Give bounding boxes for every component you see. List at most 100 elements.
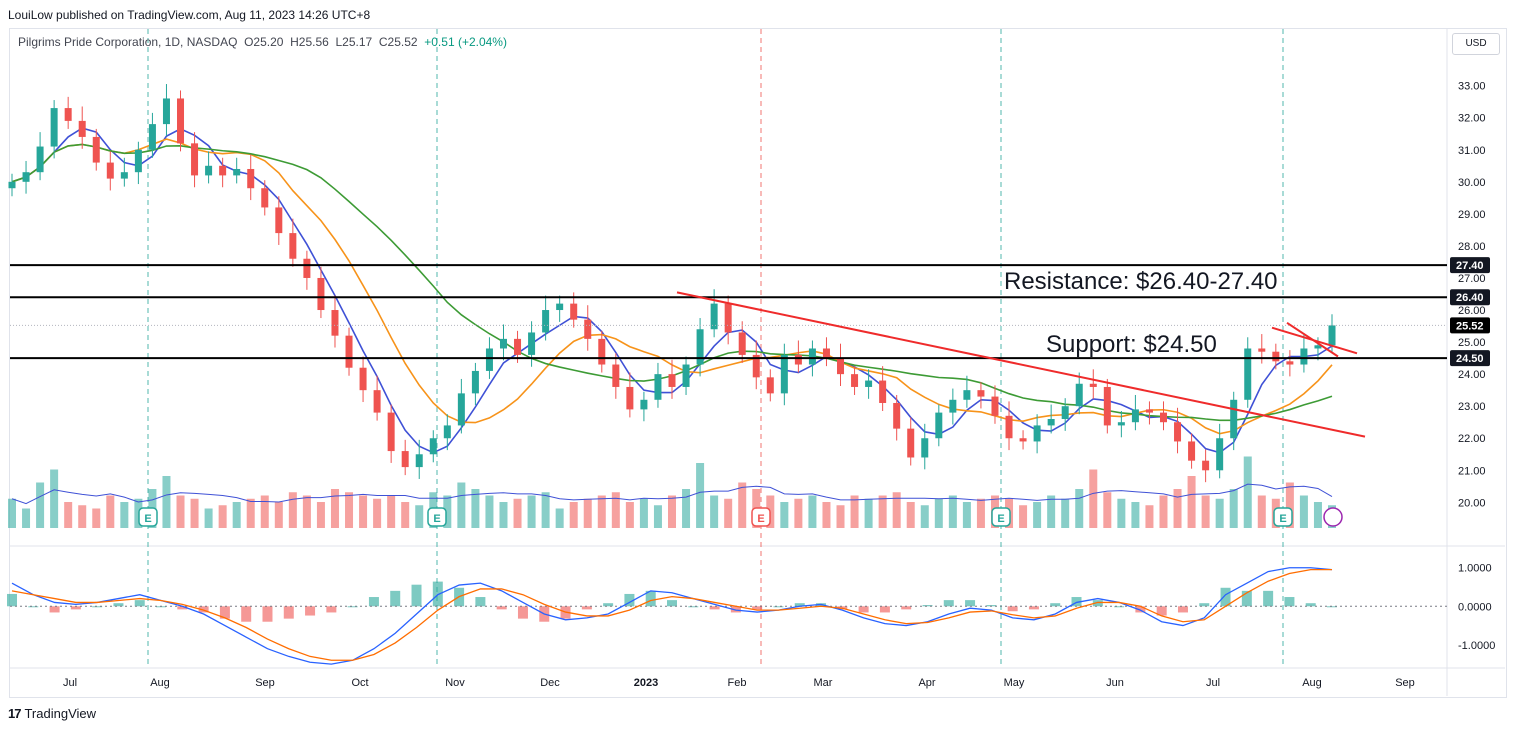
candle-body xyxy=(780,354,788,394)
macd-histogram-bar xyxy=(496,606,507,610)
earnings-marker-label: E xyxy=(997,513,1004,525)
macd-line xyxy=(11,567,1333,665)
volume-bar xyxy=(92,508,101,528)
volume-bar xyxy=(794,498,803,528)
candle-body xyxy=(907,428,915,458)
candle-body xyxy=(359,367,367,391)
candle-body xyxy=(1103,386,1111,426)
candle-body xyxy=(106,162,114,179)
volume-bar xyxy=(513,498,522,528)
currency-button[interactable]: USD xyxy=(1452,33,1500,55)
candle-body xyxy=(696,329,704,365)
volume-bar xyxy=(1103,492,1112,528)
candle-body xyxy=(471,370,479,394)
time-tick-label: Mar xyxy=(814,677,833,689)
volume-bar xyxy=(583,498,592,528)
macd-histogram-bar xyxy=(1007,606,1018,612)
volume-bar xyxy=(22,508,31,528)
candle-body xyxy=(1145,409,1153,413)
price-tick-label: 32.00 xyxy=(1458,113,1486,125)
close-value: C25.52 xyxy=(378,35,418,49)
macd-histogram-bar xyxy=(1092,600,1103,607)
macd-histogram-bar xyxy=(134,600,145,607)
volume-bar xyxy=(625,502,634,528)
candle-body xyxy=(289,233,297,259)
candle-body xyxy=(556,303,564,311)
volume-bar xyxy=(415,505,424,528)
price-pane-bg xyxy=(10,30,1447,528)
macd-histogram-bar xyxy=(475,597,486,607)
macd-histogram-bar xyxy=(283,606,294,619)
price-label: 24.50 xyxy=(1456,353,1484,365)
volume-bar xyxy=(1117,498,1126,528)
volume-bar xyxy=(1313,502,1322,528)
time-axis: Jul Aug Sep Oct Nov Dec 2023 Feb Mar Apr May Jun Jul… xyxy=(63,677,1415,689)
candle-body xyxy=(191,143,199,176)
candle-body xyxy=(162,98,170,125)
time-tick-label: Jul xyxy=(63,677,77,689)
volume-bar xyxy=(1229,489,1238,528)
earnings-marker xyxy=(1273,507,1293,527)
volume-bar xyxy=(1089,469,1098,528)
macd-histogram-bar xyxy=(752,606,763,610)
volume-bar xyxy=(106,495,115,528)
candle-body xyxy=(261,188,269,208)
volume-bar xyxy=(288,492,297,528)
macd-histogram-bar xyxy=(922,605,933,607)
volume-bar xyxy=(387,495,396,528)
candle-body xyxy=(205,165,213,176)
macd-histogram-bar xyxy=(986,605,997,607)
volume-bar xyxy=(864,498,873,528)
candle-body xyxy=(22,172,30,182)
candle-body xyxy=(275,207,283,234)
price-tick-label: 28.00 xyxy=(1458,241,1486,253)
volume-bar xyxy=(962,502,971,528)
candle-body xyxy=(499,338,507,349)
macd-histogram-bar xyxy=(7,593,17,607)
volume-bar xyxy=(1131,502,1140,528)
volume-bar xyxy=(1145,505,1154,528)
flag-bottom-line xyxy=(1286,322,1339,358)
horizontal-levels xyxy=(10,264,1447,360)
candle-body xyxy=(570,303,578,320)
candle-body xyxy=(668,374,676,387)
volume-bar xyxy=(1159,495,1168,528)
volume-bar xyxy=(668,495,676,528)
candle-body xyxy=(429,438,437,455)
indicator-tick-label: 0.0000 xyxy=(1458,601,1492,613)
macd-histogram-bar xyxy=(517,606,528,619)
candle-body xyxy=(1300,348,1308,365)
macd-histogram-bar xyxy=(1241,590,1252,607)
tradingview-logo-icon: 17 xyxy=(8,706,22,721)
candle-body xyxy=(710,303,718,330)
candle-body xyxy=(1188,441,1196,461)
volume-bar xyxy=(204,508,213,528)
volume-bar xyxy=(1187,476,1196,528)
tradingview-brand[interactable]: 17 TradingView xyxy=(8,706,96,721)
volume-bar xyxy=(162,476,171,528)
candle-body xyxy=(1258,348,1266,352)
macd-histogram-bar xyxy=(92,606,103,608)
candle-body xyxy=(654,374,662,400)
macd-histogram-bar xyxy=(219,606,230,619)
earnings-marker-label: E xyxy=(1279,513,1286,525)
macd-histogram-bar xyxy=(432,581,443,607)
candle-body xyxy=(598,338,606,365)
candle-body xyxy=(1286,361,1294,365)
candle-body xyxy=(177,98,185,144)
price-tick-label: 20.00 xyxy=(1458,497,1486,509)
macd-histogram-bar xyxy=(943,600,954,607)
candle-body xyxy=(991,396,999,416)
volume-bar xyxy=(176,495,185,528)
macd-histogram-bar xyxy=(730,606,741,613)
candle-body xyxy=(514,338,522,355)
signal-line xyxy=(11,568,1332,661)
macd-histogram-bar xyxy=(688,606,699,608)
volume-bar xyxy=(948,495,957,528)
volume-bar xyxy=(485,495,494,528)
time-tick-label: Sep xyxy=(255,677,275,689)
volume-bar xyxy=(696,463,705,528)
price-axis: 33.00 32.00 31.00 30.00 29.00 28.00 27.00 26.00… xyxy=(1450,81,1495,652)
macd-histogram-bar xyxy=(305,606,316,616)
